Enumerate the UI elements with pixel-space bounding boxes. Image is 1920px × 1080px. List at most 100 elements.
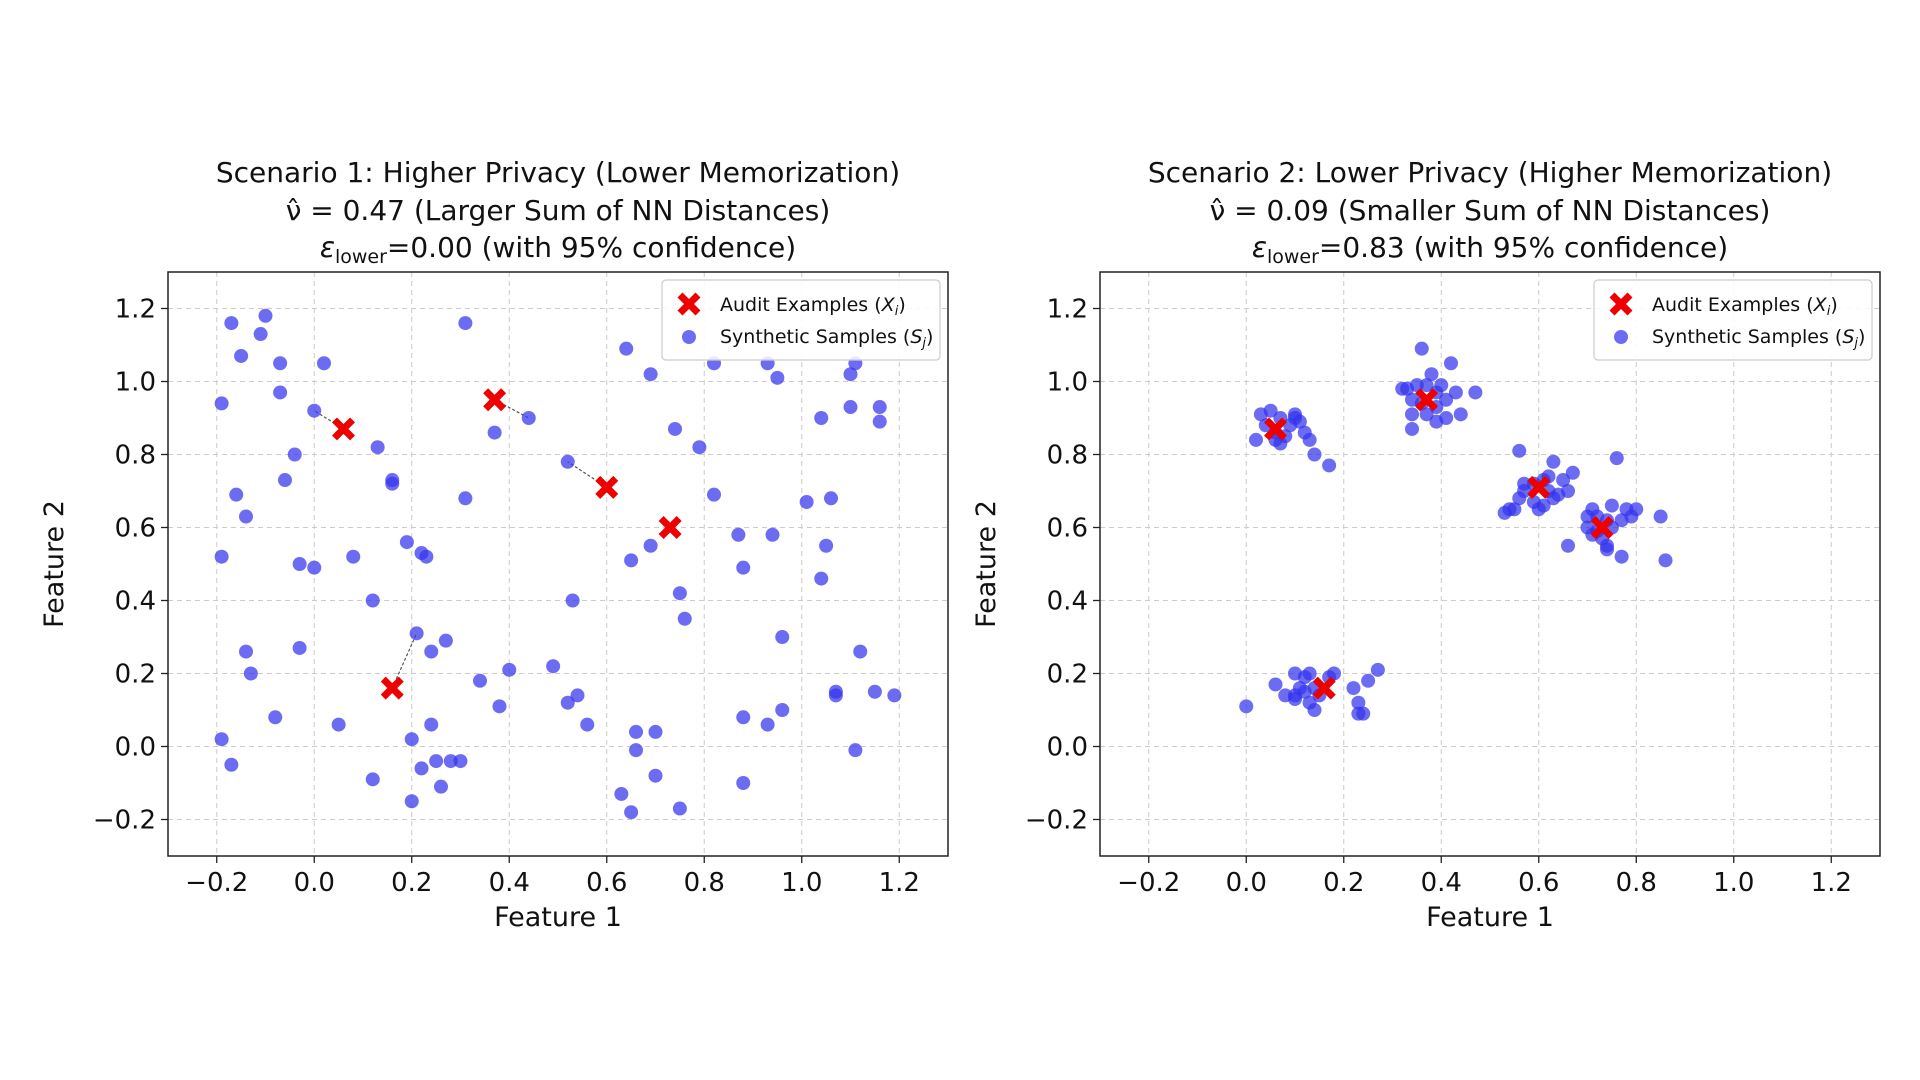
synthetic-point [1556, 473, 1571, 488]
y-tick-label: 1.0 [1047, 368, 1088, 398]
x-tick-label: 1.0 [781, 868, 822, 898]
synthetic-point [1546, 491, 1561, 506]
synthetic-point [414, 761, 429, 776]
x-tick-label: 0.0 [294, 868, 335, 898]
synthetic-point [546, 659, 561, 674]
synthetic-point [1624, 509, 1639, 524]
synthetic-point [273, 356, 288, 371]
synthetic-point [560, 695, 575, 710]
legend: Audit Examples (Xi) Synthetic Samples (S… [1593, 279, 1873, 361]
synthetic-point [828, 688, 843, 703]
synthetic-point [307, 403, 322, 418]
synthetic-point [765, 527, 780, 542]
audit-point [595, 475, 619, 499]
synthetic-point [258, 308, 273, 323]
y-tick-label: 0.0 [115, 733, 156, 763]
synthetic-point [1600, 542, 1614, 557]
synthetic-point [239, 644, 253, 659]
synthetic-point [1609, 451, 1624, 466]
audit-point [1590, 516, 1614, 539]
synthetic-point [648, 724, 663, 739]
synthetic-point [239, 509, 253, 524]
synthetic-point [872, 414, 887, 429]
synthetic-point [370, 440, 385, 455]
synthetic-point [648, 768, 663, 783]
synthetic-point [1531, 502, 1546, 517]
chart-title: Scenario 1: Higher Privacy (Lower Memori… [216, 156, 900, 189]
synthetic-point [819, 538, 834, 553]
y-tick-label: 1.2 [115, 295, 156, 325]
synthetic-point [1453, 407, 1468, 422]
synthetic-point [887, 688, 902, 703]
synthetic-point [872, 400, 887, 415]
synthetic-point [292, 640, 307, 655]
synthetic-point [1405, 407, 1419, 422]
synthetic-point [672, 801, 687, 816]
synthetic-point [1497, 505, 1512, 520]
y-tick-label: 1.2 [1047, 295, 1088, 325]
synthetic-point [736, 776, 751, 790]
synthetic-point [1561, 538, 1575, 553]
synthetic-point [624, 553, 639, 568]
synthetic-point [629, 724, 643, 739]
y-tick-label: −0.2 [1025, 806, 1088, 836]
x-tick-label: −0.2 [185, 868, 248, 898]
synthetic-point [1424, 367, 1439, 382]
y-axis-label: Feature 2 [39, 500, 70, 628]
synthetic-samples [214, 308, 902, 820]
synthetic-point [487, 425, 502, 440]
x-tick-label: 0.6 [1518, 868, 1559, 898]
synthetic-point [1346, 681, 1361, 696]
y-tick-label: 0.2 [115, 660, 156, 690]
synthetic-point [1448, 385, 1463, 400]
audit-point [1415, 388, 1439, 412]
y-tick-label: 0.4 [1047, 587, 1088, 617]
synthetic-point [1405, 421, 1419, 436]
x-tick-label: 0.8 [1616, 868, 1657, 898]
synthetic-point [643, 538, 658, 553]
legend-audit-marker [1609, 292, 1633, 316]
x-tick-label: 1.2 [879, 868, 920, 898]
y-tick-label: 0.8 [1047, 441, 1088, 471]
synthetic-point [1361, 673, 1376, 688]
synthetic-point [1414, 341, 1429, 356]
synthetic-point [492, 699, 507, 714]
synthetic-point [736, 710, 751, 725]
y-tick-label: 0.8 [115, 441, 156, 471]
synthetic-point [668, 421, 682, 436]
synthetic-point [1268, 677, 1283, 692]
synthetic-point [1288, 692, 1302, 707]
synthetic-point [224, 316, 239, 331]
x-tick-label: 0.0 [1226, 868, 1267, 898]
synthetic-point [643, 367, 658, 382]
audit-point [1264, 417, 1287, 441]
legend-synthetic-dot [682, 330, 696, 344]
synthetic-point [1653, 509, 1668, 524]
synthetic-point [775, 630, 790, 644]
synthetic-point [1614, 549, 1629, 564]
synthetic-point [1307, 447, 1322, 462]
synthetic-point [867, 684, 882, 699]
synthetic-point [1356, 706, 1371, 721]
y-tick-label: −0.2 [93, 806, 156, 836]
synthetic-point [346, 549, 361, 564]
synthetic-point [458, 491, 473, 506]
legend-audit-label: Audit Examples (Xi) [720, 294, 906, 319]
synthetic-point [253, 327, 268, 342]
synthetic-point [331, 717, 346, 732]
legend-box [661, 279, 941, 361]
synthetic-point [1444, 356, 1458, 371]
synthetic-point [560, 454, 575, 469]
synthetic-point [234, 348, 249, 363]
synthetic-point [1439, 392, 1454, 407]
x-tick-label: 0.6 [586, 868, 627, 898]
x-tick-label: 0.4 [489, 868, 530, 898]
synthetic-point [760, 717, 775, 732]
x-tick-label: 0.2 [1323, 868, 1364, 898]
legend-synthetic-label: Synthetic Samples (Sj) [1652, 326, 1865, 351]
synthetic-point [473, 673, 487, 688]
synthetic-point [434, 779, 448, 794]
y-ticks: −0.2 0.0 0.2 0.4 0.6 0.8 1.0 1.2 [93, 295, 168, 836]
audit-point [1312, 676, 1336, 700]
synthetic-point [453, 754, 468, 769]
